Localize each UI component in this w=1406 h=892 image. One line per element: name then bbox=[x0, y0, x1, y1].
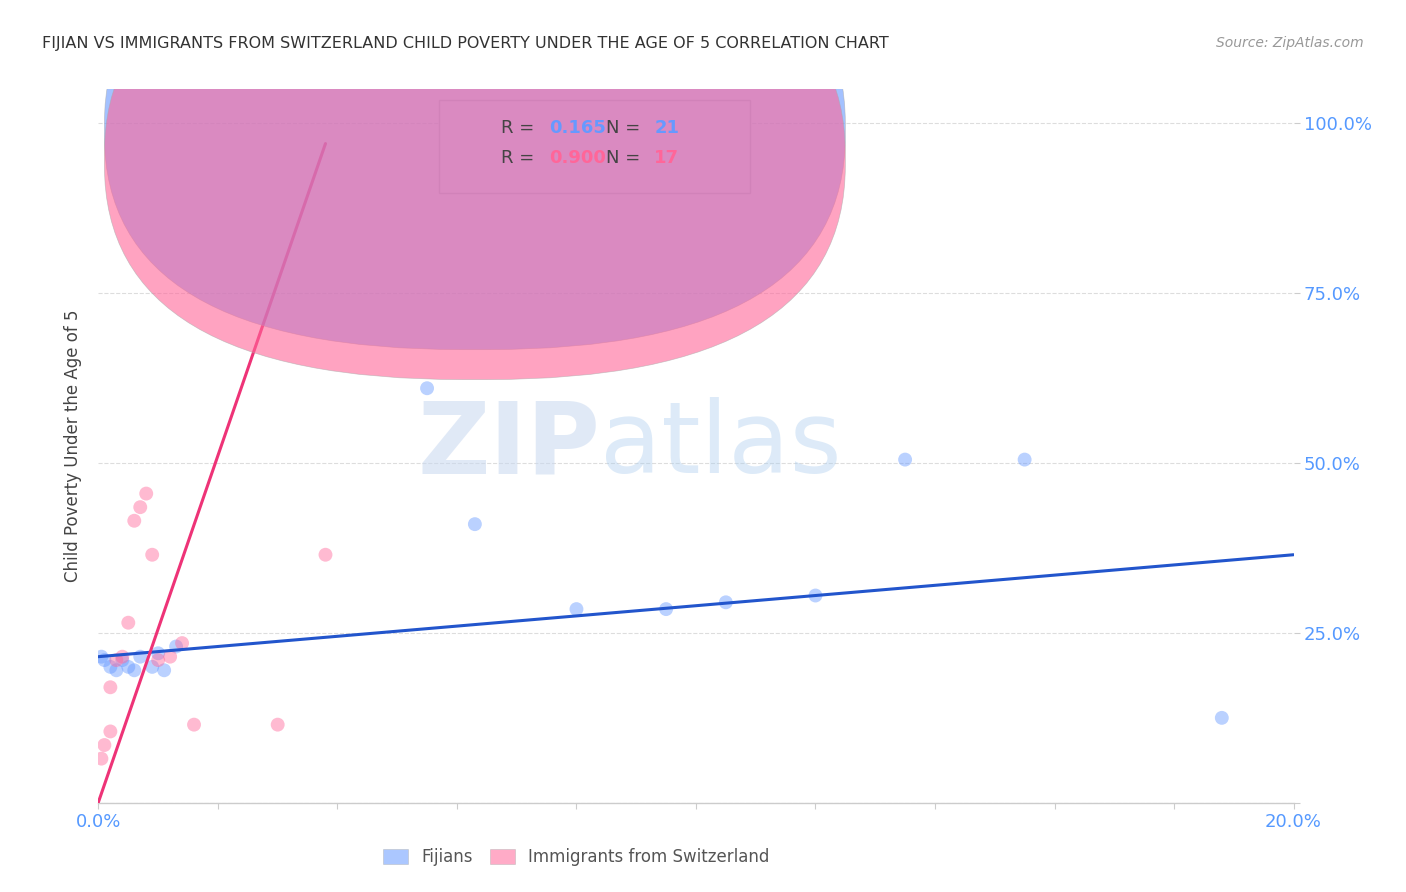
Point bbox=[464, 517, 486, 532]
Text: 0.900: 0.900 bbox=[548, 150, 606, 168]
Text: ZIP: ZIP bbox=[418, 398, 600, 494]
Legend: Fijians, Immigrants from Switzerland: Fijians, Immigrants from Switzerland bbox=[377, 842, 776, 873]
Point bbox=[1211, 711, 1233, 725]
Point bbox=[111, 653, 134, 667]
Point bbox=[93, 738, 115, 752]
Y-axis label: Child Poverty Under the Age of 5: Child Poverty Under the Age of 5 bbox=[63, 310, 82, 582]
Text: R =: R = bbox=[501, 120, 540, 137]
Text: N =: N = bbox=[606, 120, 647, 137]
FancyBboxPatch shape bbox=[104, 0, 845, 380]
FancyBboxPatch shape bbox=[104, 0, 845, 350]
Point bbox=[714, 595, 737, 609]
Point bbox=[804, 589, 827, 603]
Point bbox=[117, 660, 139, 674]
Point bbox=[90, 649, 112, 664]
Point bbox=[172, 636, 194, 650]
FancyBboxPatch shape bbox=[439, 100, 749, 193]
Point bbox=[165, 640, 187, 654]
Text: 21: 21 bbox=[654, 120, 679, 137]
Point bbox=[416, 381, 439, 395]
Text: R =: R = bbox=[501, 150, 540, 168]
Point bbox=[129, 500, 152, 515]
Point bbox=[124, 514, 146, 528]
Point bbox=[159, 649, 181, 664]
Point bbox=[153, 663, 176, 677]
Point bbox=[148, 646, 170, 660]
Point bbox=[141, 660, 163, 674]
Text: atlas: atlas bbox=[600, 398, 842, 494]
Point bbox=[93, 653, 115, 667]
Point bbox=[183, 717, 205, 731]
Point bbox=[148, 653, 170, 667]
Text: 0.165: 0.165 bbox=[548, 120, 606, 137]
Point bbox=[117, 615, 139, 630]
Point bbox=[90, 751, 112, 765]
Point bbox=[98, 660, 122, 674]
Point bbox=[98, 724, 122, 739]
Text: N =: N = bbox=[606, 150, 647, 168]
Point bbox=[894, 452, 917, 467]
Point bbox=[655, 602, 678, 616]
Text: 17: 17 bbox=[654, 150, 679, 168]
Point bbox=[1014, 452, 1036, 467]
Point bbox=[129, 649, 152, 664]
Point bbox=[124, 663, 146, 677]
Text: FIJIAN VS IMMIGRANTS FROM SWITZERLAND CHILD POVERTY UNDER THE AGE OF 5 CORRELATI: FIJIAN VS IMMIGRANTS FROM SWITZERLAND CH… bbox=[42, 36, 889, 51]
Point bbox=[111, 649, 134, 664]
Point bbox=[267, 717, 290, 731]
Point bbox=[141, 548, 163, 562]
Point bbox=[565, 602, 588, 616]
Point bbox=[98, 680, 122, 694]
Point bbox=[135, 486, 157, 500]
Point bbox=[105, 663, 128, 677]
Text: Source: ZipAtlas.com: Source: ZipAtlas.com bbox=[1216, 36, 1364, 50]
Point bbox=[105, 653, 128, 667]
Point bbox=[315, 548, 337, 562]
